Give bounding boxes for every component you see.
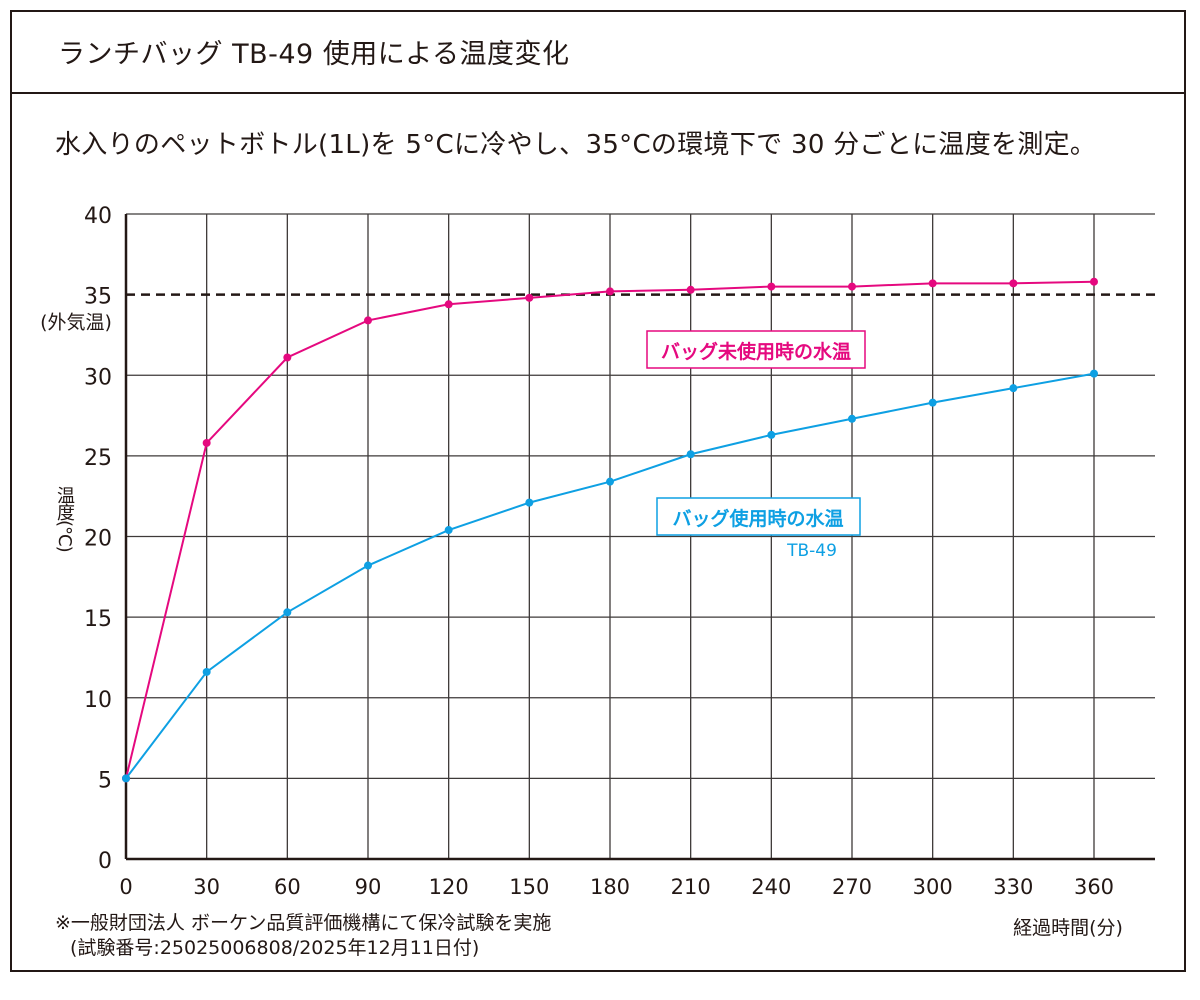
x-tick-label: 330 (993, 875, 1033, 899)
y-tick-label: 35 (84, 285, 112, 310)
data-point (525, 498, 534, 507)
x-tick-label: 30 (193, 875, 220, 899)
data-point (686, 450, 695, 459)
x-tick-label: 270 (832, 875, 872, 899)
data-point (686, 285, 695, 294)
x-tick-label: 120 (429, 875, 469, 899)
title-bar (10, 10, 1186, 94)
data-point (1090, 277, 1098, 286)
data-point (525, 293, 534, 302)
x-axis-label: 経過時間(分) (1013, 917, 1123, 939)
data-point (1009, 384, 1018, 393)
legend-box-bag (656, 497, 861, 536)
data-point (122, 774, 130, 783)
data-point (606, 477, 614, 486)
data-point (283, 608, 292, 617)
y-tick-label: 10 (84, 688, 112, 713)
data-point (1009, 279, 1018, 288)
x-tick-label: 240 (751, 875, 791, 899)
y-tick-label: 25 (84, 446, 112, 471)
legend-box-no-bag (646, 330, 866, 369)
y-tick-label: 15 (84, 607, 112, 632)
data-point (928, 398, 937, 407)
legend-label-bag: バッグ使用時の水温 (672, 507, 843, 530)
data-point (606, 287, 614, 296)
reference-line-label: (外気温) (40, 312, 112, 334)
data-point (848, 414, 856, 423)
data-point (364, 561, 372, 570)
data-point (444, 300, 453, 309)
x-tick-label: 210 (671, 875, 711, 899)
data-point (444, 526, 453, 535)
data-point (767, 430, 776, 439)
y-tick-label: 20 (84, 527, 112, 552)
x-tick-label: 90 (355, 875, 382, 899)
data-point (283, 353, 292, 362)
data-point (202, 667, 211, 676)
y-tick-label: 30 (84, 365, 112, 390)
data-point (767, 282, 776, 291)
x-tick-label: 150 (509, 875, 549, 899)
data-point (928, 279, 937, 288)
chart-subtitle: 水入りのペットボトル(1L)を 5°Cに冷やし、35°Cの環境下で 30 分ごと… (55, 130, 1097, 160)
y-tick-label: 0 (98, 849, 112, 874)
data-point (1090, 369, 1098, 378)
footnote-line1: ※一般財団法人 ボーケン品質評価機構にて保冷試験を実施 (55, 912, 552, 934)
legend-sublabel-bag: TB-49 (786, 541, 837, 561)
y-tick-label: 5 (98, 768, 112, 793)
data-point (364, 316, 372, 325)
legend-label-no-bag: バッグ未使用時の水温 (661, 340, 851, 363)
chart-title: ランチバッグ TB-49 使用による温度変化 (58, 39, 570, 70)
data-point (848, 282, 856, 291)
footnote-line2: (試験番号:25025006808/2025年12月11日付) (70, 937, 480, 959)
x-tick-label: 0 (119, 875, 132, 899)
y-axis-label: 温度(°C) (54, 486, 75, 552)
data-point (202, 438, 211, 447)
y-tick-label: 40 (84, 204, 112, 229)
x-tick-label: 180 (590, 875, 630, 899)
x-tick-label: 360 (1074, 875, 1114, 899)
x-tick-label: 60 (274, 875, 301, 899)
x-tick-label: 300 (913, 875, 953, 899)
chart-frame (10, 10, 1186, 972)
